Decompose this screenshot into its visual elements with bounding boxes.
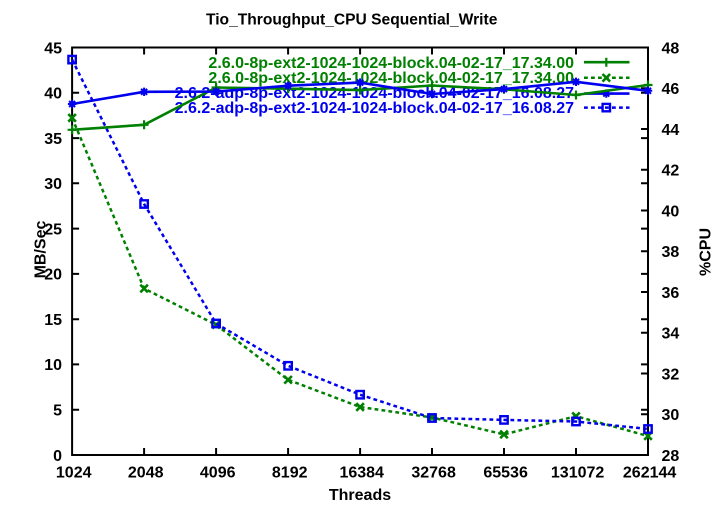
svg-text:36: 36	[662, 285, 680, 302]
svg-text:8192: 8192	[272, 465, 308, 482]
svg-text:35: 35	[44, 131, 62, 148]
svg-text:20: 20	[44, 267, 62, 284]
svg-text:16384: 16384	[339, 465, 384, 482]
svg-text:2.6.0-8p-ext2-1024-1024-block.: 2.6.0-8p-ext2-1024-1024-block.04-02-17_1…	[208, 55, 574, 72]
svg-text:262144: 262144	[623, 465, 676, 482]
svg-text:30: 30	[44, 176, 62, 193]
svg-text:45: 45	[44, 40, 62, 57]
svg-text:44: 44	[662, 122, 680, 139]
svg-text:40: 40	[662, 203, 680, 220]
svg-text:32768: 32768	[411, 465, 456, 482]
svg-text:32: 32	[662, 366, 680, 383]
svg-text:46: 46	[662, 81, 680, 98]
svg-text:Tio_Throughput_CPU Sequential_: Tio_Throughput_CPU Sequential_Write	[206, 12, 498, 29]
svg-text:65536: 65536	[483, 465, 528, 482]
svg-text:10: 10	[44, 357, 62, 374]
svg-text:131072: 131072	[551, 465, 604, 482]
svg-text:48: 48	[662, 40, 680, 57]
svg-text:MB/Sec: MB/Sec	[33, 221, 50, 279]
svg-text:28: 28	[662, 448, 680, 465]
svg-text:2.6.2-adp-8p-ext2-1024-1024-bl: 2.6.2-adp-8p-ext2-1024-1024-block.04-02-…	[175, 100, 574, 117]
svg-text:2.6.0-8p-ext2-1024-1024-block.: 2.6.0-8p-ext2-1024-1024-block.04-02-17_1…	[208, 70, 574, 87]
svg-text:40: 40	[44, 86, 62, 103]
svg-text:Threads: Threads	[329, 487, 391, 504]
svg-text:0: 0	[53, 448, 62, 465]
svg-text:5: 5	[53, 403, 62, 420]
svg-text:15: 15	[44, 312, 62, 329]
svg-text:2048: 2048	[128, 465, 164, 482]
svg-text:%CPU: %CPU	[698, 228, 715, 276]
svg-text:42: 42	[662, 163, 680, 180]
svg-text:25: 25	[44, 221, 62, 238]
svg-text:4096: 4096	[200, 465, 236, 482]
svg-text:38: 38	[662, 244, 680, 261]
svg-text:34: 34	[662, 326, 680, 343]
svg-text:30: 30	[662, 407, 680, 424]
svg-text:1024: 1024	[56, 465, 92, 482]
